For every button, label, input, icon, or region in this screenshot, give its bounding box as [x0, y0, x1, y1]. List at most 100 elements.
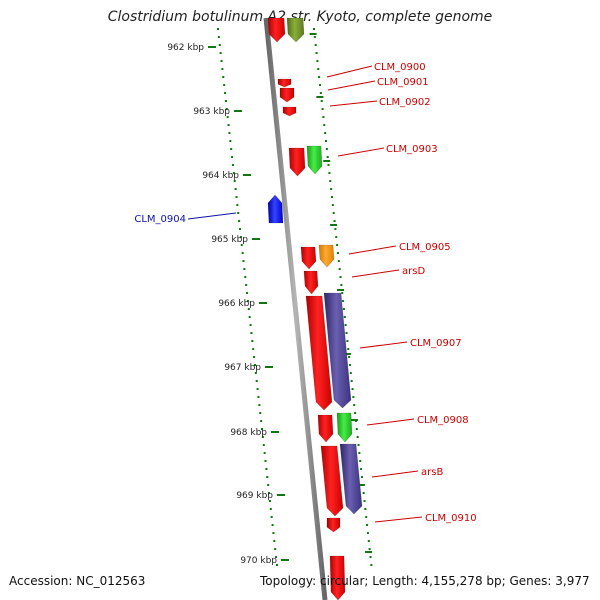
- gene-arrow[interactable]: [286, 17, 305, 43]
- track-dot: [245, 284, 248, 286]
- track-dot: [237, 212, 240, 214]
- gene-arrow[interactable]: [282, 106, 297, 117]
- track-dot: [253, 356, 256, 358]
- track-dot: [263, 452, 266, 454]
- genome-summary-text: Topology: circular; Length: 4,155,278 bp…: [260, 574, 590, 588]
- gene-arrow[interactable]: [326, 517, 341, 533]
- gene-arrow[interactable]: [320, 445, 344, 517]
- track-dot: [327, 164, 330, 166]
- track-dot: [219, 52, 222, 54]
- track-dot: [274, 548, 277, 550]
- track-dot: [271, 524, 274, 526]
- track-dot: [326, 156, 329, 158]
- gene-arrow[interactable]: [277, 78, 292, 88]
- track-dot: [338, 268, 341, 270]
- track-dot: [264, 460, 267, 462]
- track-dot: [246, 300, 249, 302]
- track-dot: [345, 332, 348, 334]
- gene-arrow[interactable]: [267, 17, 286, 43]
- gene-label-clm-0900[interactable]: CLM_0900: [374, 62, 426, 73]
- track-dot: [356, 436, 359, 438]
- track-dot: [255, 380, 258, 382]
- kbp-tick-label: 968 kbp: [230, 428, 267, 438]
- track-dot: [348, 364, 351, 366]
- gene-arrow[interactable]: [329, 555, 346, 600]
- track-dot: [231, 156, 234, 158]
- gene-label-arsb[interactable]: arsB: [421, 467, 443, 478]
- gene-arrow[interactable]: [306, 145, 323, 175]
- gene-labels: CLM_0900 CLM_0901 CLM_0902 CLM_0903 CLM_0904…: [134, 62, 476, 524]
- gene-arrow[interactable]: [303, 270, 319, 295]
- gene-arrow[interactable]: [339, 443, 363, 515]
- gene-label-clm-0905[interactable]: CLM_0905: [399, 242, 451, 253]
- track-dot: [354, 412, 357, 414]
- gene-arrow[interactable]: [305, 295, 333, 411]
- label-leader: [374, 516, 423, 523]
- gene-label-clm-0903[interactable]: CLM_0903: [386, 144, 438, 155]
- label-leader: [329, 100, 378, 107]
- track-dot: [268, 500, 271, 502]
- track-dot: [239, 236, 242, 238]
- track-dot: [262, 444, 265, 446]
- track-dot: [362, 492, 365, 494]
- track-dot: [319, 92, 322, 94]
- gene-label-clm-0907[interactable]: CLM_0907: [410, 338, 462, 349]
- track-dot: [342, 308, 345, 310]
- gene-label-clm-0908[interactable]: CLM_0908: [417, 415, 469, 426]
- track-dot: [230, 148, 233, 150]
- track-dot: [265, 468, 268, 470]
- kbp-tick-label: 967 kbp: [224, 363, 261, 373]
- kbp-tick-label: 962 kbp: [167, 43, 204, 53]
- track-dot: [240, 244, 243, 246]
- track-dot: [222, 76, 225, 78]
- track-dot: [369, 556, 372, 558]
- gene-arrow[interactable]: [336, 412, 353, 443]
- gene-arrow[interactable]: [318, 244, 335, 268]
- track-dot: [313, 36, 316, 38]
- track-dot: [349, 372, 352, 374]
- gene-arrow[interactable]: [267, 194, 284, 224]
- track-dot: [317, 68, 320, 70]
- track-dot: [324, 140, 327, 142]
- track-dot: [352, 396, 355, 398]
- track-dot: [314, 44, 317, 46]
- track-dot: [244, 276, 247, 278]
- gene-label-clm-0901[interactable]: CLM_0901: [377, 77, 429, 88]
- track-dot: [333, 220, 336, 222]
- gene-label-clm-0910[interactable]: CLM_0910: [425, 513, 477, 524]
- gene-arrow[interactable]: [323, 292, 352, 409]
- track-dot: [336, 252, 339, 254]
- gene-label-arsd[interactable]: arsD: [402, 266, 425, 277]
- label-leader: [337, 147, 385, 157]
- gene-arrow[interactable]: [288, 147, 306, 177]
- track-dot: [359, 460, 362, 462]
- track-dot: [364, 508, 367, 510]
- track-dot: [256, 388, 259, 390]
- kbp-tick-label: 963 kbp: [193, 107, 230, 117]
- track-dot: [220, 60, 223, 62]
- track-dot: [242, 260, 245, 262]
- track-dot: [336, 244, 339, 246]
- track-dot: [253, 364, 256, 366]
- track-dot: [224, 92, 227, 94]
- track-dot: [316, 60, 319, 62]
- label-leader-lines: [187, 65, 423, 523]
- gene-label-clm-0904[interactable]: CLM_0904: [134, 214, 186, 225]
- track-dot: [342, 300, 345, 302]
- track-dot: [328, 172, 331, 174]
- track-dot: [243, 268, 246, 270]
- track-dot: [224, 100, 227, 102]
- gene-arrow[interactable]: [279, 87, 295, 103]
- gene-arrow[interactable]: [317, 414, 334, 443]
- track-dot: [247, 308, 250, 310]
- track-dot: [259, 412, 262, 414]
- gene-arrow[interactable]: [300, 246, 317, 270]
- track-dot: [235, 196, 238, 198]
- track-dot: [367, 540, 370, 542]
- track-dot: [353, 404, 356, 406]
- gene-features: [267, 17, 363, 600]
- track-dot: [239, 228, 241, 230]
- track-dot: [331, 204, 334, 206]
- track-dot: [227, 124, 230, 126]
- gene-label-clm-0902[interactable]: CLM_0902: [379, 97, 431, 108]
